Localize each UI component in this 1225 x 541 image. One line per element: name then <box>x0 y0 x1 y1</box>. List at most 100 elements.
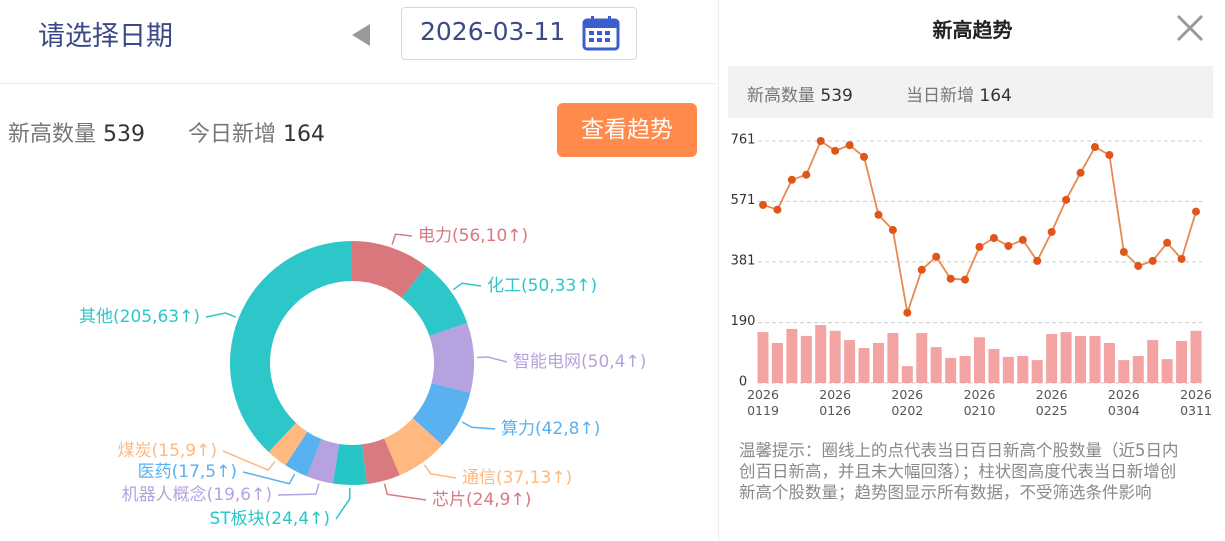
bar <box>974 337 985 383</box>
bar <box>872 342 884 383</box>
slice-label: 通信(37,13↑) <box>462 468 572 488</box>
bar <box>786 328 798 383</box>
bar <box>1132 355 1144 383</box>
donut-slice <box>268 422 308 466</box>
value: 539 <box>820 86 853 106</box>
point <box>773 205 782 214</box>
point <box>903 308 912 317</box>
bar <box>1147 340 1159 383</box>
label: 今日新增 <box>188 122 277 147</box>
bar <box>858 348 870 383</box>
point <box>1047 227 1056 236</box>
point <box>816 137 825 145</box>
donut-slice <box>362 438 400 485</box>
close-button[interactable] <box>1174 12 1206 44</box>
bar <box>800 335 812 383</box>
slice-label: 化工(50,33↑) <box>487 276 597 296</box>
bar <box>1118 360 1130 383</box>
donut-chart: 电力(56,10↑) 化工(50,33↑) 智能电网(50,4↑) 算力(42,8↑)… <box>79 226 646 529</box>
leader-line <box>452 282 482 291</box>
label: 新高数量 <box>747 86 815 106</box>
point <box>975 242 984 251</box>
donut-slice <box>384 418 443 476</box>
point <box>1105 150 1114 159</box>
calendar-icon[interactable] <box>582 15 620 51</box>
slice-label: 煤炭(15,9↑) <box>118 441 217 461</box>
point <box>831 146 840 155</box>
bar <box>1089 335 1101 383</box>
point <box>1134 261 1143 270</box>
leader-line <box>242 471 296 485</box>
bar <box>1075 335 1087 383</box>
y-tick-label: 0 <box>739 375 747 390</box>
value: 539 <box>103 122 146 147</box>
point <box>888 226 897 235</box>
donut-slice <box>401 266 468 337</box>
bar <box>1060 332 1072 383</box>
page-title: 请选择日期 <box>38 21 173 52</box>
y-tick-label: 761 <box>731 133 756 148</box>
donut-slice <box>285 431 322 477</box>
bar <box>1103 342 1115 383</box>
slice-label: 芯片(24,9↑) <box>432 490 531 510</box>
prev-date[interactable] <box>350 22 372 48</box>
trend-chart: 0 190 381 571 761 <box>731 133 1202 390</box>
donut-slice <box>229 241 352 453</box>
divider <box>0 83 715 84</box>
bar <box>844 340 856 383</box>
date-picker[interactable] <box>401 7 637 60</box>
donut-slice <box>412 383 471 446</box>
x-tick-label: 2026 0304 <box>1107 387 1140 418</box>
bar <box>887 333 899 383</box>
point <box>860 152 869 161</box>
point <box>1148 256 1157 265</box>
point <box>1076 168 1085 177</box>
value: 164 <box>979 86 1012 106</box>
panel-summary: 新高数量 539 当日新增 164 <box>728 66 1213 118</box>
leader-line <box>205 312 237 318</box>
bar <box>1031 360 1043 383</box>
note: 温馨提示：圈线上的点代表当日百日新高个股数量（近5日内创百日新高，并且未大幅回落… <box>739 441 1179 502</box>
y-tick-label: 571 <box>731 193 756 208</box>
donut-slice <box>332 443 367 485</box>
point <box>1004 241 1013 250</box>
leader-line <box>476 356 508 363</box>
label: 当日新增 <box>906 86 974 106</box>
leader-line <box>383 483 427 501</box>
bar <box>771 342 783 383</box>
point <box>1119 247 1128 256</box>
date: 2026-03-11 <box>420 17 566 46</box>
point <box>787 175 796 184</box>
bar <box>959 355 971 383</box>
bar <box>930 347 942 383</box>
leader-line <box>423 464 457 479</box>
bar <box>757 332 769 383</box>
x-tick-label: 2026 0311 <box>1180 387 1212 418</box>
count-summary: 新高数量 539 <box>8 116 145 148</box>
x-tick-label: 2026 0225 <box>1035 387 1068 418</box>
new-summary: 今日新增 164 <box>188 116 325 148</box>
leader-line <box>335 487 351 520</box>
bar <box>1176 341 1188 383</box>
bar <box>1046 334 1058 383</box>
point <box>874 210 883 219</box>
donut-slice <box>352 241 427 298</box>
point <box>917 265 926 274</box>
point <box>1062 195 1071 204</box>
trend-panel: 新高趋势 新高数量 539 当日新增 164 温馨提示：圈线上的点代表当日百日新… <box>718 0 1225 541</box>
value: 164 <box>283 122 326 147</box>
count-summary: 新高数量 539 <box>747 81 853 106</box>
slice-label: 其他(205,63↑) <box>79 307 200 327</box>
trend-button[interactable]: 查看趋势 <box>557 103 697 157</box>
slice-label: 医药(17,5↑) <box>138 462 237 482</box>
slice-label: 机器人概念(19,6↑) <box>122 484 272 505</box>
donut-slice <box>429 322 475 393</box>
bar <box>1190 330 1202 383</box>
leader-line <box>391 233 413 245</box>
leader-line <box>222 450 276 471</box>
x-tick-label: 2026 0210 <box>963 387 996 418</box>
bar <box>1017 355 1029 383</box>
point <box>759 200 767 209</box>
new-summary: 当日新增 164 <box>906 81 1012 106</box>
